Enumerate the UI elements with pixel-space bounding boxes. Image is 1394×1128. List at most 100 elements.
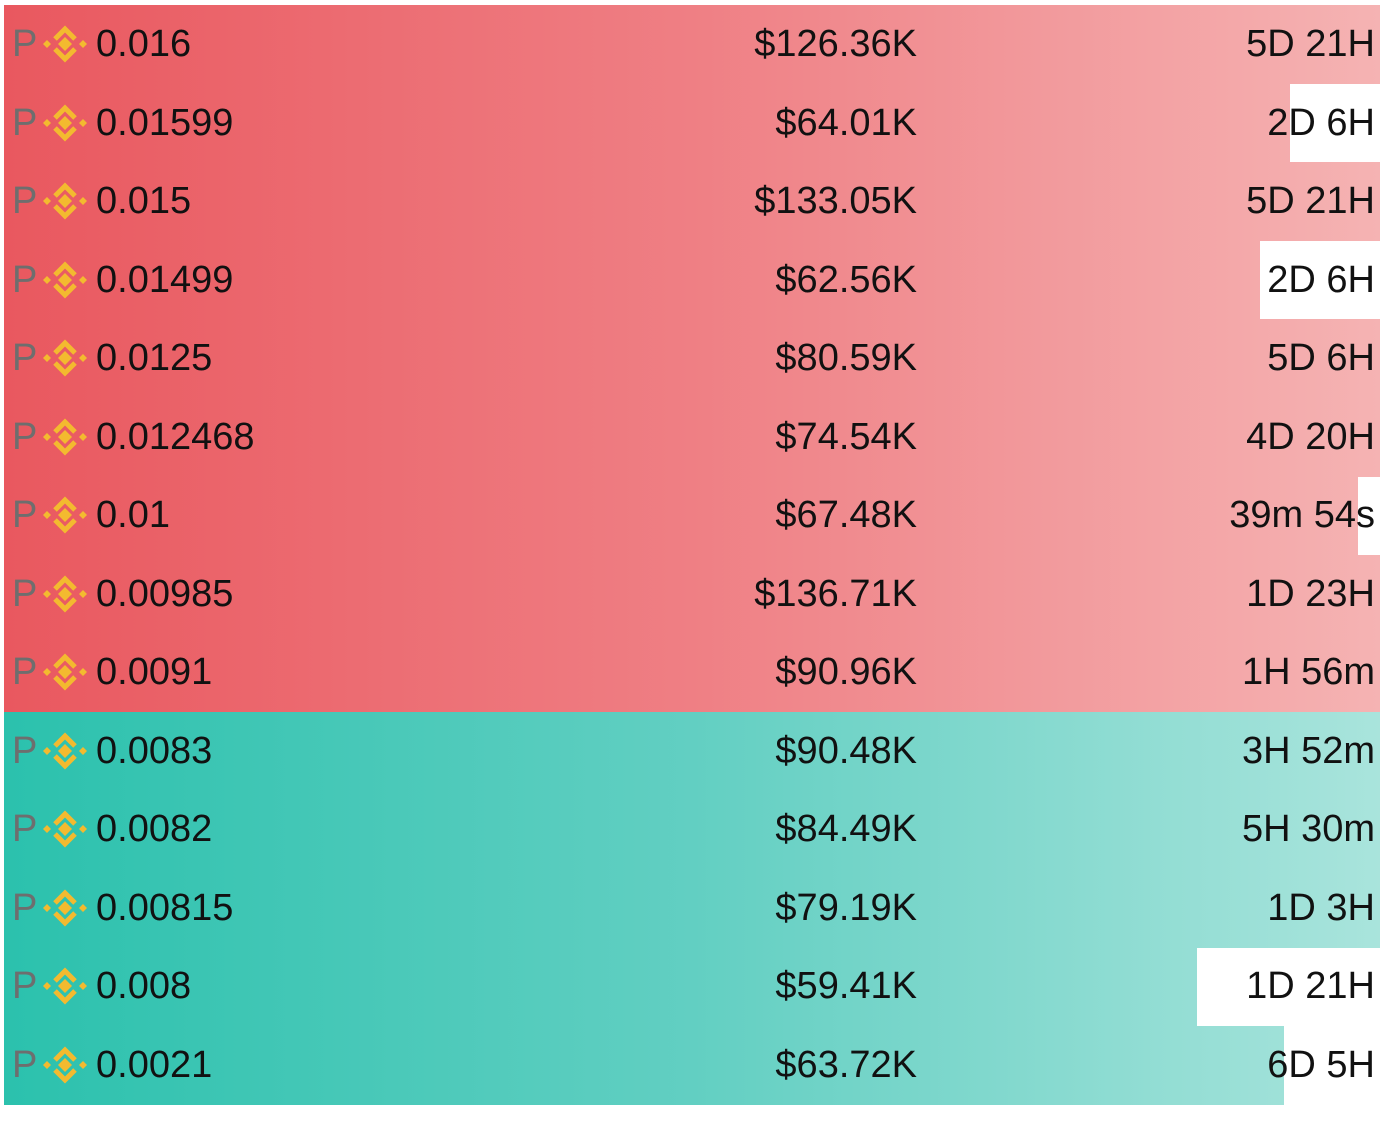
order-row: P 0.016 $126.36K 5D 21H [0,5,1394,84]
prefix-label: P [12,258,38,301]
price: 0.01 [96,494,170,536]
prefix-label: P [12,23,38,65]
depth-bar [4,162,1380,241]
price: 0.0091 [96,651,213,693]
time: 1D 3H [1267,886,1375,929]
bnb-icon [41,570,89,618]
order-row: P 0.008 $59.41K 1D 21H [0,947,1394,1026]
depth-bar [4,947,1197,1026]
order-row: P 0.00815 $79.19K 1D 3H [0,868,1394,948]
order-row: P 0.0083 $90.48K 3H 52m [0,711,1394,791]
price: 0.0125 [96,337,213,379]
prefix-label: P [12,965,38,1007]
bnb-icon [41,334,89,382]
price: 0.0082 [96,808,213,850]
price: 0.012468 [96,415,255,458]
bnb-icon [41,99,89,147]
price: 0.008 [96,965,192,1007]
bnb-icon [41,805,89,853]
price: 0.0021 [96,1043,213,1086]
prefix-label: P [12,572,38,615]
prefix-label: P [12,494,38,536]
bnb-icon [41,884,89,932]
bnb-icon [41,727,89,775]
order-row: P 0.015 $133.05K 5D 21H [0,162,1394,241]
bnb-icon [41,177,89,225]
order-row: P 0.01 $67.48K 39m 54s [0,476,1394,555]
prefix-label: P [12,1043,38,1086]
amount: $126.36K [754,23,917,65]
price: 0.016 [96,23,192,65]
time: 5H 30m [1241,808,1375,850]
price: 0.00985 [96,572,234,615]
depth-bar [4,554,1380,634]
price: 0.01599 [96,101,234,144]
time: 1H 56m [1241,651,1375,693]
bnb-icon [41,1041,89,1089]
prefix-label: P [12,415,38,458]
bnb-icon [41,20,89,68]
depth-bar [4,83,1290,163]
amount: $64.01K [775,101,917,144]
amount: $133.05K [754,180,917,222]
order-row: P 0.0125 $80.59K 5D 6H [0,319,1394,398]
order-row: P 0.00985 $136.71K 1D 23H [0,554,1394,634]
time: 5D 21H [1246,180,1375,222]
bnb-icon [41,648,89,696]
time: 1D 23H [1246,572,1375,615]
amount: $59.41K [775,965,917,1007]
time: 39m 54s [1229,494,1375,536]
amount: $79.19K [775,886,917,929]
prefix-label: P [12,101,38,144]
time: 2D 6H [1267,101,1375,144]
order-row: P 0.0021 $63.72K 6D 5H [0,1025,1394,1105]
prefix-label: P [12,729,38,772]
amount: $136.71K [754,572,917,615]
amount: $67.48K [775,494,917,536]
time: 2D 6H [1267,258,1375,301]
bnb-icon [41,256,89,304]
price: 0.0083 [96,729,213,772]
time: 5D 21H [1246,23,1375,65]
amount: $90.96K [775,651,917,693]
depth-bar [4,711,1380,791]
depth-bar [4,240,1260,320]
time: 4D 20H [1246,415,1375,458]
depth-bar [4,790,1380,869]
amount: $63.72K [775,1043,917,1086]
depth-bar [4,319,1380,398]
time: 5D 6H [1267,337,1375,379]
prefix-label: P [12,651,38,693]
prefix-label: P [12,337,38,379]
price: 0.00815 [96,886,234,929]
amount: $74.54K [775,415,917,458]
depth-bar [4,1025,1284,1105]
price: 0.015 [96,180,192,222]
depth-bar [4,633,1380,712]
order-row: P 0.01499 $62.56K 2D 6H [0,240,1394,320]
depth-bar [4,397,1380,477]
depth-bar [4,476,1358,555]
order-row: P 0.01599 $64.01K 2D 6H [0,83,1394,163]
prefix-label: P [12,180,38,222]
prefix-label: P [12,886,38,929]
time: 6D 5H [1267,1043,1375,1086]
price: 0.01499 [96,258,234,301]
bnb-icon [41,413,89,461]
amount: $62.56K [775,258,917,301]
depth-bar [4,868,1380,948]
time: 3H 52m [1241,729,1375,772]
time: 1D 21H [1246,965,1375,1007]
bnb-icon [41,962,89,1010]
amount: $80.59K [775,337,917,379]
order-row: P 0.0091 $90.96K 1H 56m [0,633,1394,712]
order-row: P 0.0082 $84.49K 5H 30m [0,790,1394,869]
prefix-label: P [12,808,38,850]
bnb-icon [41,491,89,539]
amount: $90.48K [775,729,917,772]
order-row: P 0.012468 $74.54K 4D 20H [0,397,1394,477]
depth-bar [4,5,1380,84]
amount: $84.49K [775,808,917,850]
